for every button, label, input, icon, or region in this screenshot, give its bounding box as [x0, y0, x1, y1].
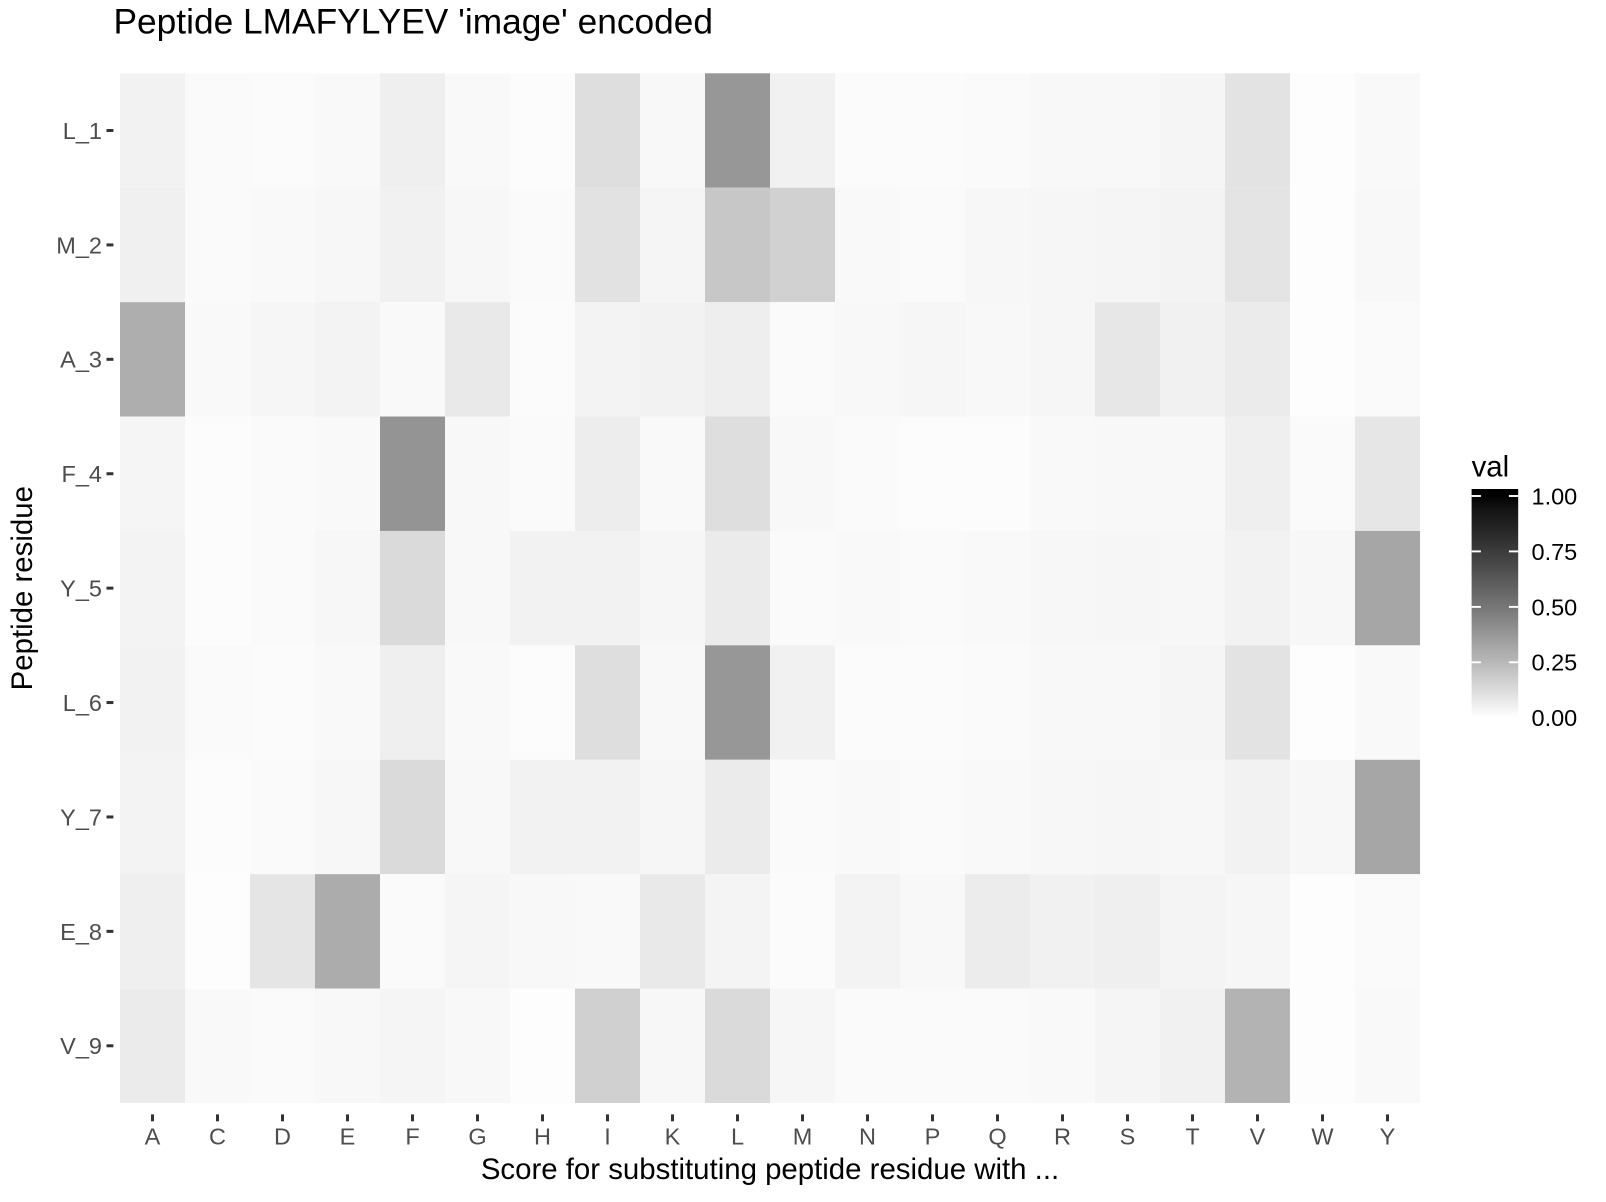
svg-text:N: N [859, 1124, 876, 1150]
svg-text:C: C [209, 1124, 226, 1150]
svg-text:Y: Y [1380, 1124, 1396, 1150]
svg-text:Peptide residue: Peptide residue [6, 486, 39, 690]
svg-text:0.75: 0.75 [1532, 539, 1578, 565]
svg-text:G: G [468, 1124, 486, 1150]
svg-text:Y_5: Y_5 [60, 576, 102, 602]
svg-text:0.50: 0.50 [1532, 594, 1578, 620]
svg-text:M: M [793, 1124, 813, 1150]
svg-text:Q: Q [988, 1124, 1006, 1150]
svg-text:M_2: M_2 [56, 232, 102, 258]
svg-text:T: T [1185, 1124, 1199, 1150]
svg-text:E_8: E_8 [60, 919, 102, 945]
svg-text:R: R [1054, 1124, 1071, 1150]
svg-text:Peptide LMAFYLYEV 'image' enco: Peptide LMAFYLYEV 'image' encoded [114, 3, 714, 42]
svg-text:A: A [145, 1124, 161, 1150]
svg-text:A_3: A_3 [60, 347, 102, 373]
svg-text:1.00: 1.00 [1532, 483, 1578, 509]
svg-text:S: S [1120, 1124, 1136, 1150]
svg-text:V: V [1250, 1124, 1266, 1150]
svg-text:E: E [340, 1124, 356, 1150]
svg-text:val: val [1472, 451, 1510, 484]
svg-text:L_6: L_6 [63, 690, 102, 716]
svg-text:F_4: F_4 [62, 461, 103, 487]
svg-text:F: F [405, 1124, 419, 1150]
svg-text:0.25: 0.25 [1532, 650, 1578, 676]
svg-text:L: L [731, 1124, 744, 1150]
svg-text:L_1: L_1 [63, 118, 102, 144]
svg-text:0.00: 0.00 [1532, 705, 1578, 731]
svg-text:D: D [274, 1124, 291, 1150]
svg-text:Score for substituting peptide: Score for substituting peptide residue w… [481, 1153, 1059, 1186]
svg-text:I: I [604, 1124, 611, 1150]
svg-text:Y_7: Y_7 [60, 804, 102, 830]
svg-text:P: P [925, 1124, 941, 1150]
svg-text:W: W [1311, 1124, 1334, 1150]
svg-text:V_9: V_9 [60, 1033, 102, 1059]
svg-text:K: K [665, 1124, 681, 1150]
svg-text:H: H [534, 1124, 551, 1150]
